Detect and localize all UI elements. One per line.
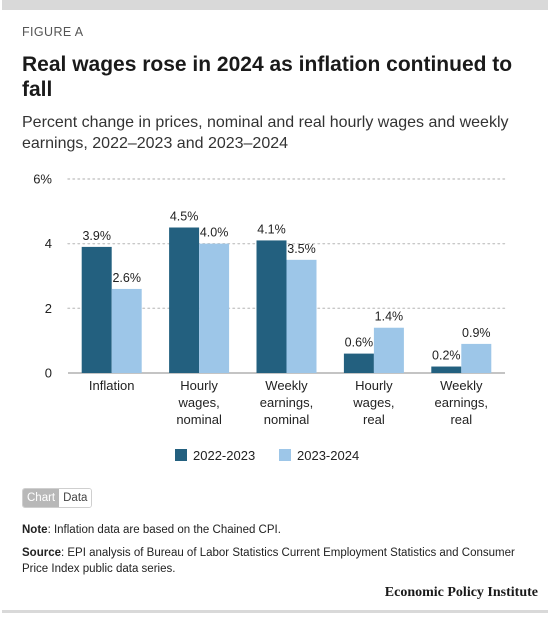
legend-label: 2022-2023 [193, 448, 255, 463]
legend-label: 2023-2024 [297, 448, 359, 463]
brand-logo-text: Economic Policy Institute [384, 585, 538, 600]
x-tick-label: wages, [352, 395, 394, 410]
data-label: 4.1% [257, 222, 286, 236]
note-text: : Inflation data are based on the Chaine… [47, 524, 281, 536]
bottom-rule [2, 610, 548, 613]
top-rule [2, 0, 548, 10]
bar-2022-2023 [343, 353, 374, 373]
bar-2022-2023 [81, 246, 112, 373]
x-tick-label: Inflation [89, 378, 135, 393]
data-label: 3.5% [287, 242, 316, 256]
bar-2023-2024 [199, 243, 230, 373]
bar-2023-2024 [461, 343, 492, 373]
chart-view-button[interactable]: Chart [23, 489, 60, 507]
source-label: Source [22, 547, 61, 559]
x-tick-label: Hourly [180, 378, 218, 393]
data-label: 0.2% [432, 349, 461, 363]
source: Source: EPI analysis of Bureau of Labor … [22, 545, 522, 577]
x-tick-label: Weekly [265, 378, 308, 393]
bar-2022-2023 [169, 227, 200, 373]
y-tick-label: 0 [45, 366, 52, 381]
chart-subtitle: Percent change in prices, nominal and re… [22, 114, 509, 152]
data-label: 4.5% [170, 210, 199, 224]
data-view-button[interactable]: Data [59, 489, 92, 507]
bar-2023-2024 [286, 259, 317, 373]
bar-chart: 0 2 4 6% 3.9% 2.6% Inflation 4.5%4.0% Hourly wage… [33, 172, 506, 463]
x-tick-label: real [363, 412, 385, 427]
legend-swatch [175, 449, 187, 461]
x-tick-label: earnings, [260, 395, 313, 410]
note-label: Note [22, 524, 48, 536]
source-text: : EPI analysis of Bureau of Labor Statis… [22, 547, 515, 575]
view-toggle: Chart Data [22, 488, 93, 508]
figure-label: FIGURE A [22, 25, 84, 39]
x-tick-label: wages, [177, 395, 219, 410]
bar-2023-2024 [373, 327, 404, 373]
data-label: 4.0% [200, 226, 229, 240]
legend-swatch [279, 449, 291, 461]
x-tick-label: Weekly [440, 378, 483, 393]
y-tick-label: 4 [45, 236, 52, 251]
x-tick-label: nominal [264, 412, 310, 427]
y-tick-label: 6% [33, 172, 52, 187]
bar-2022-2023 [431, 366, 462, 373]
x-tick-label: Hourly [355, 378, 393, 393]
bar-2023-2024 [111, 288, 142, 373]
x-tick-label: real [450, 412, 472, 427]
y-tick-label: 2 [45, 301, 52, 316]
data-label: 2.6% [112, 271, 141, 285]
x-tick-label: earnings, [435, 395, 488, 410]
chart-title: Real wages rose in 2024 as inflation con… [22, 53, 513, 101]
note: Note: Inflation data are based on the Ch… [22, 522, 532, 538]
data-label: 1.4% [375, 310, 404, 324]
data-label: 0.6% [345, 336, 374, 350]
bar-2022-2023 [256, 240, 287, 373]
x-tick-label: nominal [176, 412, 222, 427]
data-label: 0.9% [462, 326, 491, 340]
data-label: 3.9% [82, 229, 111, 243]
